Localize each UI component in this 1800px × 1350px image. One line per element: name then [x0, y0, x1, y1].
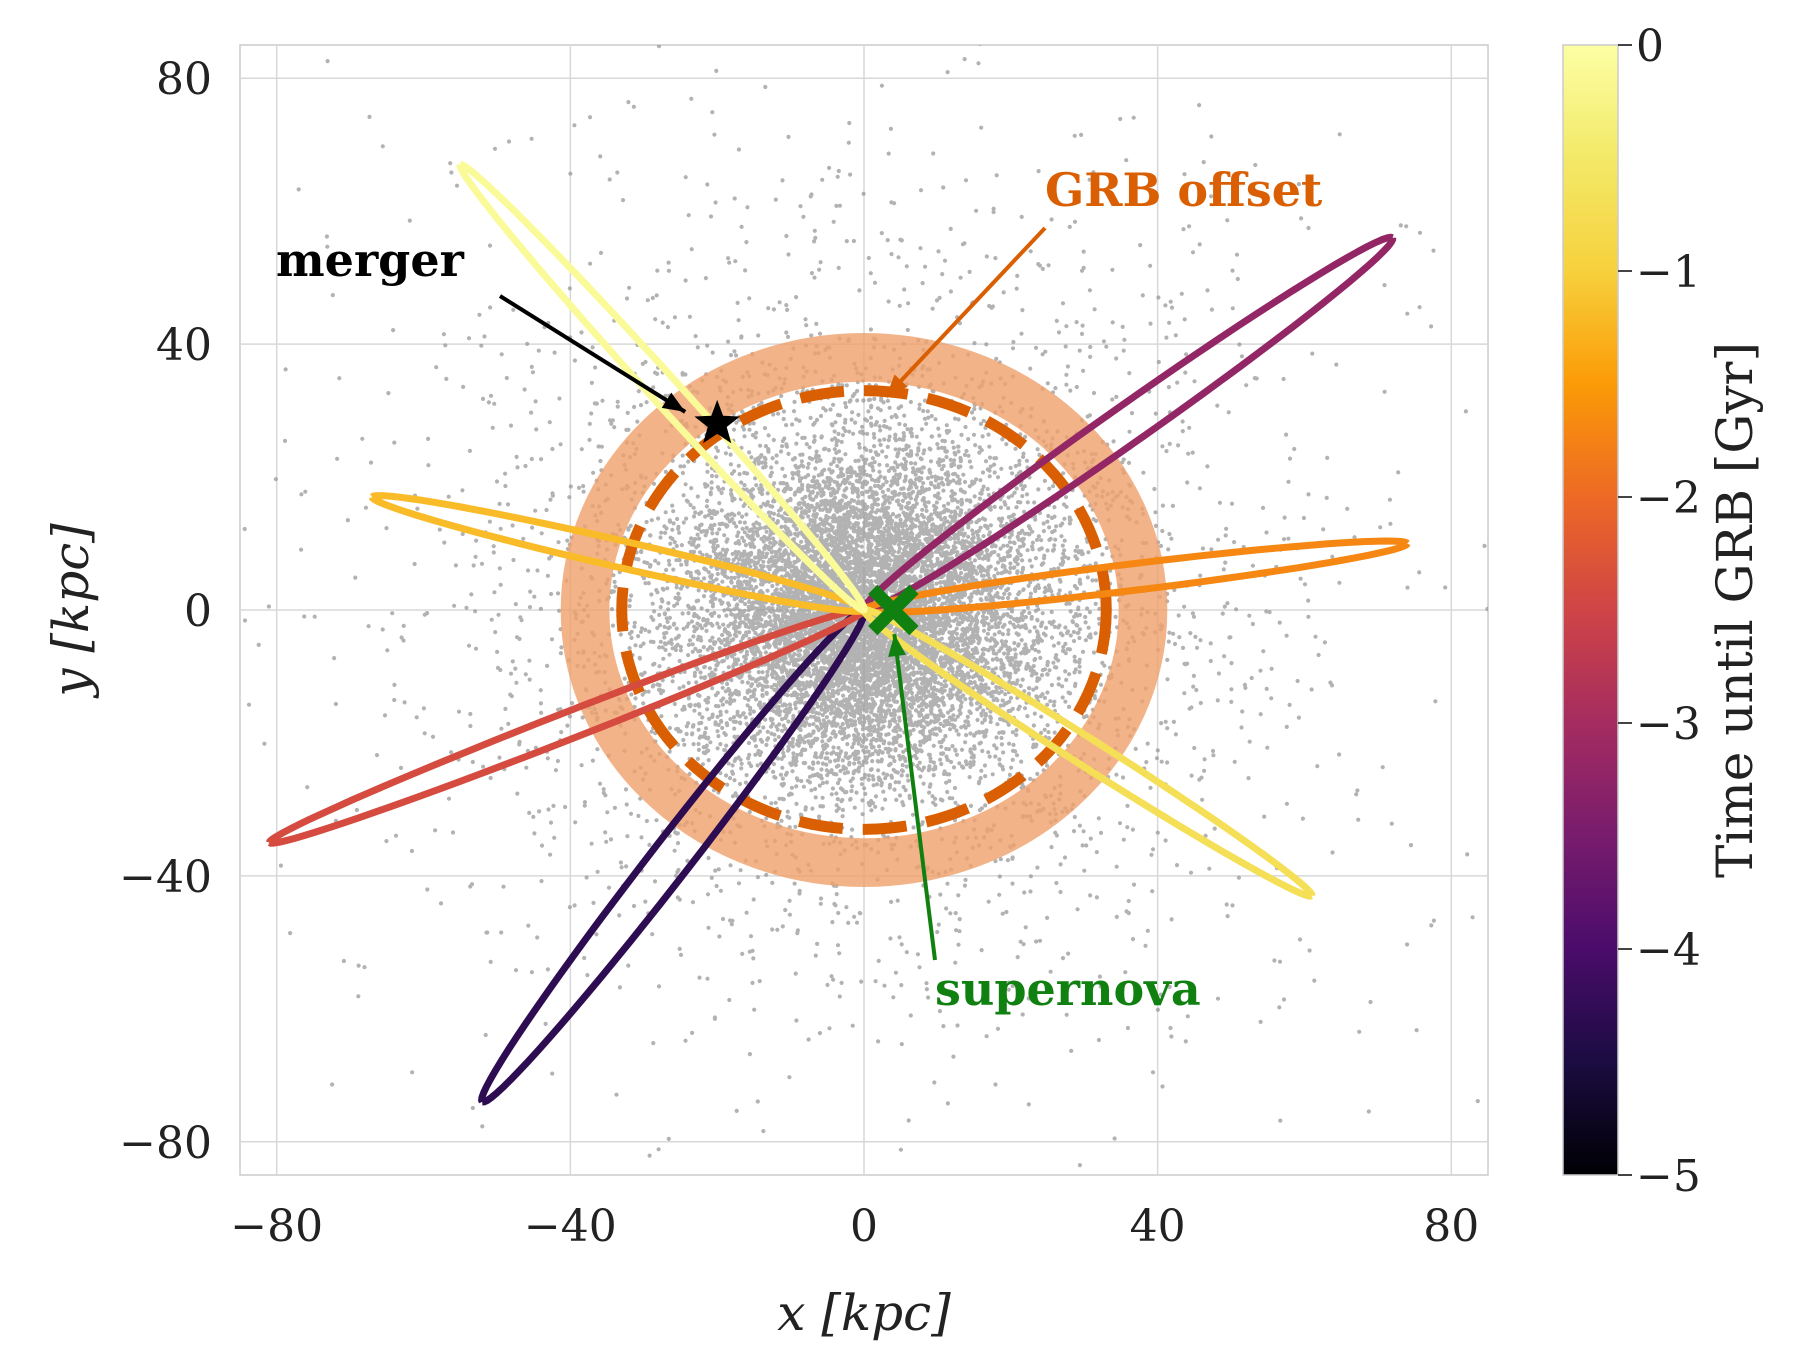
colorbar-tick-label: −2: [1636, 473, 1701, 524]
merger-star-marker: [694, 399, 740, 444]
colorbar: [1562, 44, 1619, 1176]
colorbar-ticks: 0 −1 −2 −3 −4 −5: [1618, 21, 1701, 1202]
supernova-arrow-head: [888, 634, 907, 657]
merger-arrow-head: [661, 392, 686, 412]
y-axis-label: y [kpc]: [42, 523, 100, 699]
grb-offset-dashed-circle: [616, 385, 1112, 835]
y-tick-label: −40: [119, 852, 212, 903]
merger-arrow: [498, 294, 687, 414]
x-tick-label: 80: [1423, 1201, 1479, 1252]
colorbar-label: Time until GRB [Gyr]: [1706, 342, 1764, 878]
orbit-segment: [456, 161, 868, 614]
supernova-arrow: [892, 633, 937, 961]
axis-ticks: −80 −40 0 40 80 −80 −40 0 40 80: [119, 54, 1479, 1252]
y-tick-label: −80: [119, 1118, 212, 1169]
colorbar-tick-label: −3: [1636, 699, 1701, 750]
colorbar-tick-label: −4: [1636, 925, 1701, 976]
colorbar-tick-label: −1: [1636, 247, 1701, 298]
event-markers: [498, 226, 1047, 961]
scatter-points: [242, 45, 1488, 1175]
y-tick-label: 40: [156, 320, 212, 371]
x-axis-label: x [kpc]: [777, 1284, 951, 1342]
x-tick-label: −40: [524, 1201, 617, 1252]
colorbar-tick-label: −5: [1636, 1151, 1701, 1202]
x-tick-label: 0: [850, 1201, 878, 1252]
merger-label: merger: [276, 233, 465, 287]
colorbar-tick-label: 0: [1636, 21, 1664, 72]
grb-offset-arrow-head: [886, 374, 908, 397]
annotations: merger GRB offset supernova: [276, 163, 1323, 1016]
orbit-track: [266, 161, 1411, 1106]
y-tick-label: 80: [156, 54, 212, 105]
grb-offset-label: GRB offset: [1045, 163, 1323, 217]
supernova-x-marker: [868, 584, 919, 636]
y-tick-label: 0: [184, 586, 212, 637]
x-tick-label: 40: [1130, 1201, 1186, 1252]
supernova-label: supernova: [935, 962, 1201, 1016]
background-points: [242, 45, 1488, 1175]
grb-offset-arrow: [884, 226, 1047, 399]
grb-offset-band: [560, 333, 1168, 887]
x-tick-label: −80: [230, 1201, 323, 1252]
grb-offset-ring: [560, 333, 1168, 887]
